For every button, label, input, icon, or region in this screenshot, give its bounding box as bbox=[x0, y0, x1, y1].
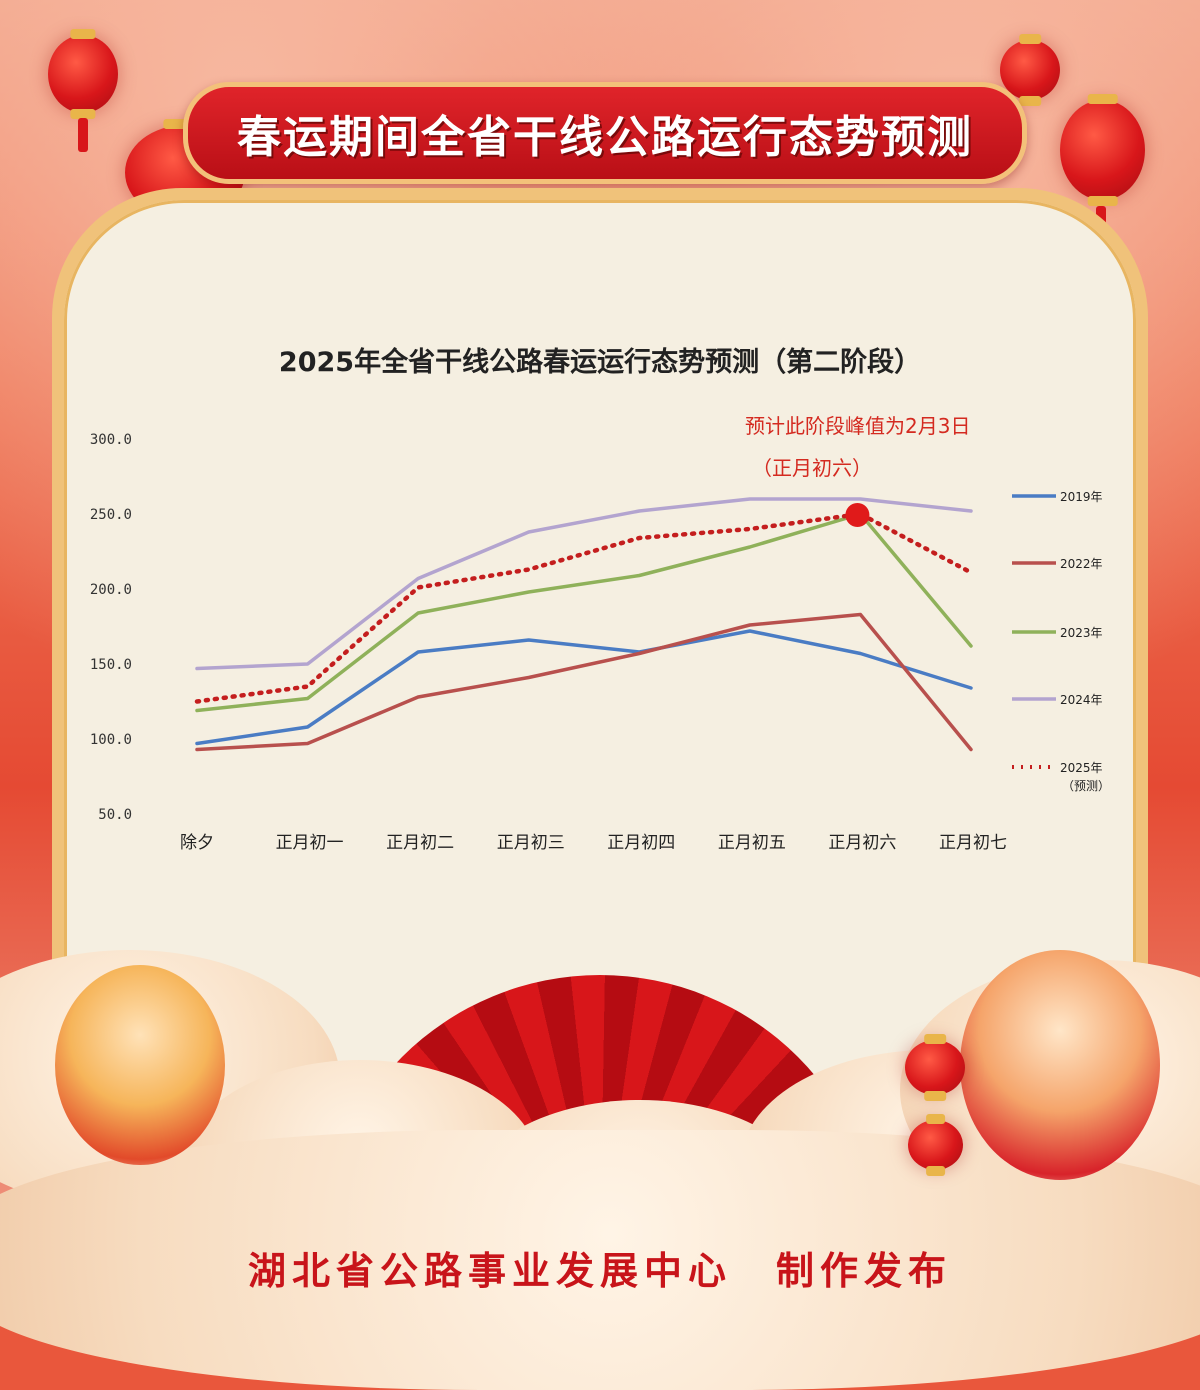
x-tick-label: 正月初四 bbox=[607, 833, 675, 853]
y-tick-label: 300.0 bbox=[90, 432, 132, 448]
series-line-0 bbox=[195, 629, 973, 746]
y-tick-label: 50.0 bbox=[98, 807, 132, 823]
series-line-4 bbox=[194, 511, 974, 704]
peak-annotation-line1: 预计此阶段峰值为2月3日 bbox=[745, 414, 971, 438]
legend-label-3: 2024年 bbox=[1060, 693, 1103, 707]
x-tick-label: 正月初二 bbox=[386, 833, 454, 853]
chart-panel bbox=[64, 200, 1136, 1100]
x-tick-label: 正月初六 bbox=[828, 833, 896, 853]
x-tick-label: 正月初三 bbox=[497, 833, 565, 853]
title-banner: 春运期间全省干线公路运行态势预测 bbox=[183, 82, 1027, 184]
footer-publisher: 湖北省公路事业发展中心 制作发布 bbox=[247, 1249, 952, 1293]
page-title: 春运期间全省干线公路运行态势预测 bbox=[237, 112, 973, 163]
series-line-3 bbox=[195, 497, 973, 671]
x-tick-label: 正月初一 bbox=[276, 833, 344, 853]
lantern-right-icon bbox=[1060, 100, 1145, 200]
lantern-left-icon bbox=[48, 35, 118, 113]
y-tick-label: 200.0 bbox=[90, 582, 132, 598]
lantern-bottom-right-icon bbox=[905, 1040, 965, 1095]
y-tick-label: 100.0 bbox=[90, 732, 132, 748]
chart-title: 2025年全省干线公路春运运行态势预测（第二阶段） bbox=[278, 347, 922, 378]
series-line-1 bbox=[195, 612, 973, 752]
legend-label-4: 2025年（预测） bbox=[1060, 761, 1110, 793]
lion-dance-dragon-mascot-left-icon bbox=[55, 965, 225, 1165]
x-tick-label: 除夕 bbox=[180, 833, 214, 853]
legend-label-1: 2022年 bbox=[1060, 557, 1103, 571]
peak-annotation-line2: （正月初六） bbox=[752, 456, 872, 480]
lantern-bottom-right-2-icon bbox=[908, 1120, 963, 1170]
peak-marker bbox=[845, 503, 870, 527]
y-tick-label: 150.0 bbox=[90, 657, 132, 673]
legend-label-0: 2019年 bbox=[1060, 490, 1103, 504]
x-tick-label: 正月初七 bbox=[939, 833, 1007, 853]
lantern-right-small-icon bbox=[1000, 40, 1060, 100]
series-line-2 bbox=[195, 512, 973, 713]
x-tick-label: 正月初五 bbox=[718, 833, 786, 853]
lantern-tassel-left-icon bbox=[78, 118, 88, 152]
y-tick-label: 250.0 bbox=[90, 507, 132, 523]
lion-dance-dragon-mascot-right-icon bbox=[960, 950, 1160, 1180]
line-chart: 300.0 250.0 200.0 150.0 100.0 50.0 除夕 正月初一 正月初二 正… bbox=[90, 432, 1110, 853]
legend-label-2: 2023年 bbox=[1060, 626, 1103, 640]
